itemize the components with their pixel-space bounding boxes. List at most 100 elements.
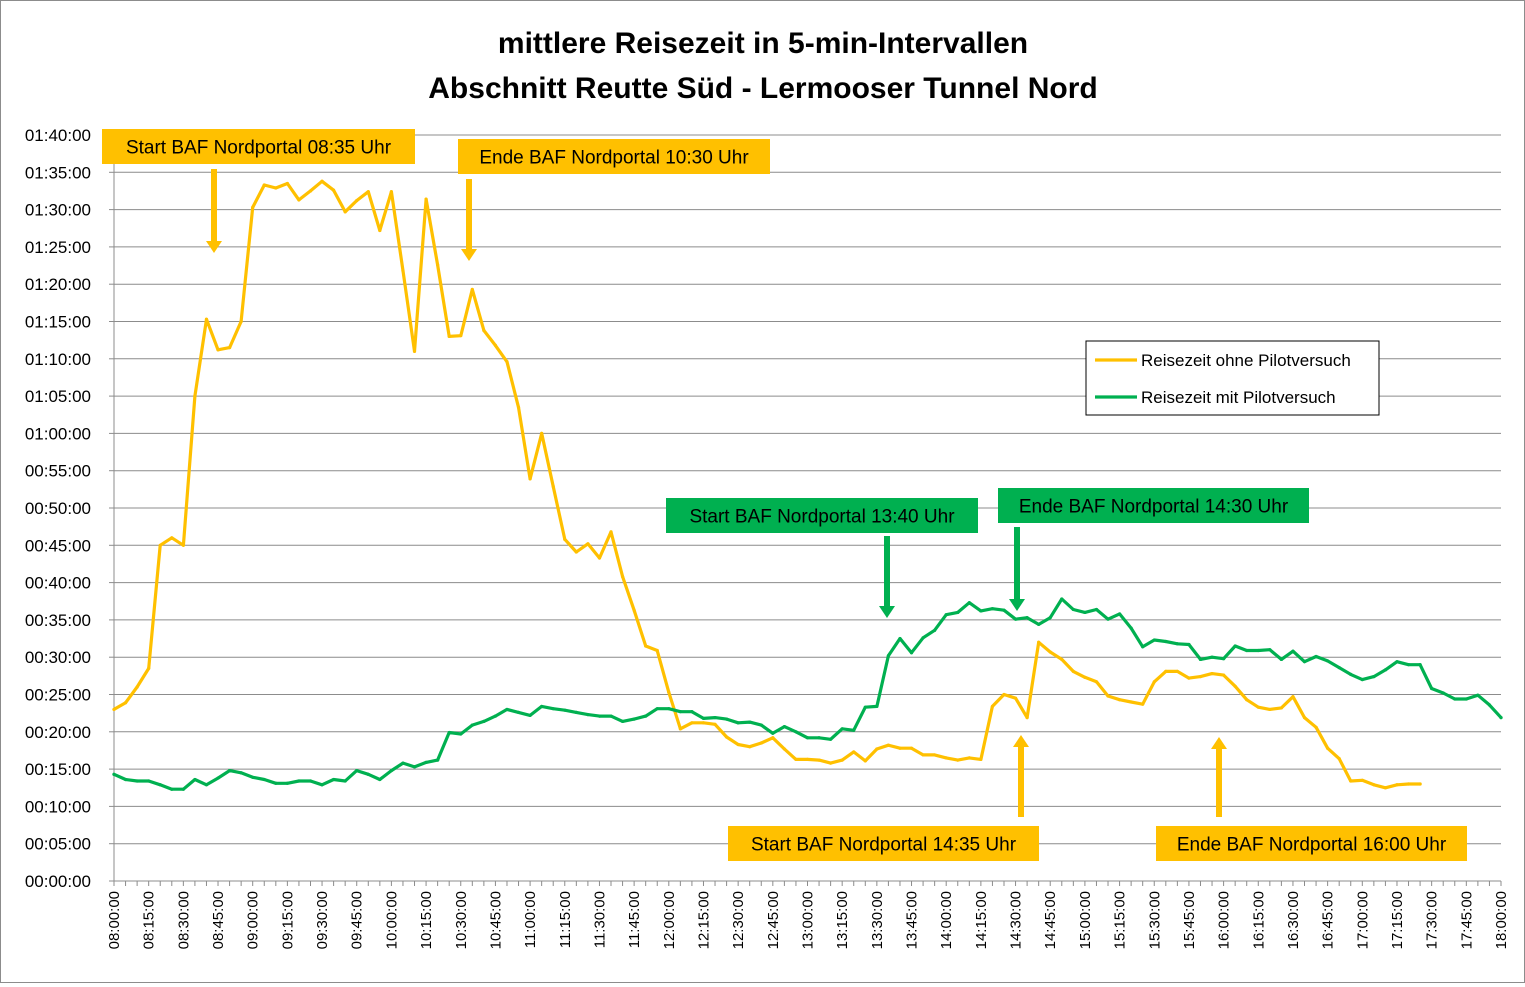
data-point — [840, 758, 844, 762]
y-axis-tick-labels: 00:00:00 00:05:00 00:10:00 00:15:00 00:20:00… — [25, 126, 91, 891]
data-point — [447, 730, 451, 735]
data-point — [274, 186, 278, 190]
data-point — [1141, 702, 1145, 706]
data-point — [1198, 674, 1203, 679]
data-point — [909, 746, 914, 750]
data-point — [1395, 660, 1399, 664]
annotation-arrow-head — [206, 241, 222, 253]
annotation-label: Ende BAF Nordportal 14:30 Uhr — [1019, 497, 1289, 518]
data-point — [216, 776, 220, 780]
x-tick-label: 14:30:00 — [1008, 891, 1025, 949]
legend-label: Reisezeit mit Pilotversuch — [1141, 388, 1336, 407]
data-point — [285, 181, 289, 186]
x-tick-label: 10:30:00 — [453, 891, 470, 949]
x-tick-label: 12:45:00 — [765, 891, 782, 949]
data-point — [1037, 622, 1041, 626]
data-point — [563, 708, 567, 712]
data-point — [748, 745, 752, 749]
x-tick-label: 14:00:00 — [938, 891, 955, 949]
data-point — [147, 779, 151, 783]
y-tick-label: 00:25:00 — [25, 686, 91, 705]
annotation-label: Ende BAF Nordportal 16:00 Uhr — [1177, 835, 1447, 856]
x-tick-label: 13:30:00 — [869, 891, 886, 949]
data-point — [436, 758, 440, 762]
x-tick-label: 09:00:00 — [245, 891, 262, 949]
annotation-6: Ende BAF Nordportal 16:00 Uhr — [1156, 737, 1467, 861]
data-point — [1071, 669, 1075, 673]
data-point — [829, 737, 833, 741]
data-point — [1360, 778, 1364, 782]
data-point — [1094, 607, 1099, 612]
data-point — [1279, 706, 1283, 710]
data-point — [713, 716, 717, 720]
x-tick-label: 12:15:00 — [695, 891, 712, 949]
x-tick-label: 08:30:00 — [175, 891, 192, 949]
data-point — [690, 710, 694, 714]
data-point — [898, 746, 902, 750]
data-point — [586, 713, 590, 717]
data-point — [805, 736, 810, 740]
data-point — [1060, 597, 1064, 601]
y-tick-label: 00:20:00 — [25, 723, 91, 742]
data-point — [713, 722, 717, 726]
data-point — [239, 319, 243, 324]
data-point — [817, 736, 821, 740]
y-tick-label: 00:55:00 — [25, 462, 91, 481]
data-point — [967, 756, 971, 760]
data-point — [1025, 616, 1029, 620]
data-point — [436, 263, 440, 267]
data-point — [597, 556, 602, 560]
y-tick-label: 00:00:00 — [25, 872, 91, 891]
data-point — [343, 210, 347, 214]
data-point — [1129, 700, 1133, 704]
x-tick-label: 11:15:00 — [557, 891, 574, 948]
data-point — [840, 727, 844, 731]
chart-title-line-1: mittlere Reisezeit in 5-min-Intervallen — [498, 27, 1028, 60]
series-2 — [112, 597, 1503, 791]
data-point — [921, 753, 925, 757]
data-point — [771, 736, 775, 740]
data-point — [389, 190, 393, 194]
data-point — [655, 707, 659, 711]
data-point — [1291, 649, 1295, 653]
data-point — [1175, 642, 1179, 646]
data-point — [181, 543, 185, 547]
data-point — [701, 716, 706, 720]
data-point — [1175, 669, 1179, 673]
x-tick-label: 10:15:00 — [418, 891, 435, 949]
data-point — [412, 349, 417, 353]
data-point — [540, 704, 544, 709]
annotation-1: Start BAF Nordportal 08:35 Uhr — [102, 129, 415, 253]
data-point — [1406, 663, 1411, 667]
data-point — [1210, 672, 1214, 676]
data-point — [251, 205, 255, 209]
data-point — [1083, 675, 1087, 679]
x-tick-label: 13:15:00 — [834, 891, 851, 949]
data-point — [574, 710, 578, 715]
data-point — [1222, 673, 1226, 677]
data-point — [1326, 659, 1330, 663]
data-point — [1164, 639, 1168, 644]
data-point — [1048, 650, 1052, 654]
y-tick-label: 00:35:00 — [25, 611, 91, 630]
annotation-label: Ende BAF Nordportal 10:30 Uhr — [479, 148, 749, 169]
data-point — [343, 779, 347, 783]
axes — [109, 134, 1502, 886]
data-point — [308, 189, 313, 193]
data-point — [736, 742, 740, 747]
data-point — [112, 772, 116, 776]
y-tick-label: 01:10:00 — [25, 350, 91, 369]
annotation-3: Start BAF Nordportal 13:40 Uhr — [666, 498, 978, 618]
data-point — [1106, 617, 1110, 621]
data-point — [1302, 660, 1307, 664]
y-tick-label: 01:35:00 — [25, 163, 91, 182]
y-tick-label: 00:05:00 — [25, 835, 91, 854]
data-point — [1430, 686, 1434, 691]
data-point — [112, 707, 116, 712]
x-tick-label: 17:15:00 — [1389, 891, 1406, 949]
data-point — [123, 777, 128, 782]
y-tick-label: 01:20:00 — [25, 275, 91, 294]
data-point — [933, 753, 937, 757]
data-point — [944, 613, 948, 617]
series-line — [112, 179, 1422, 790]
